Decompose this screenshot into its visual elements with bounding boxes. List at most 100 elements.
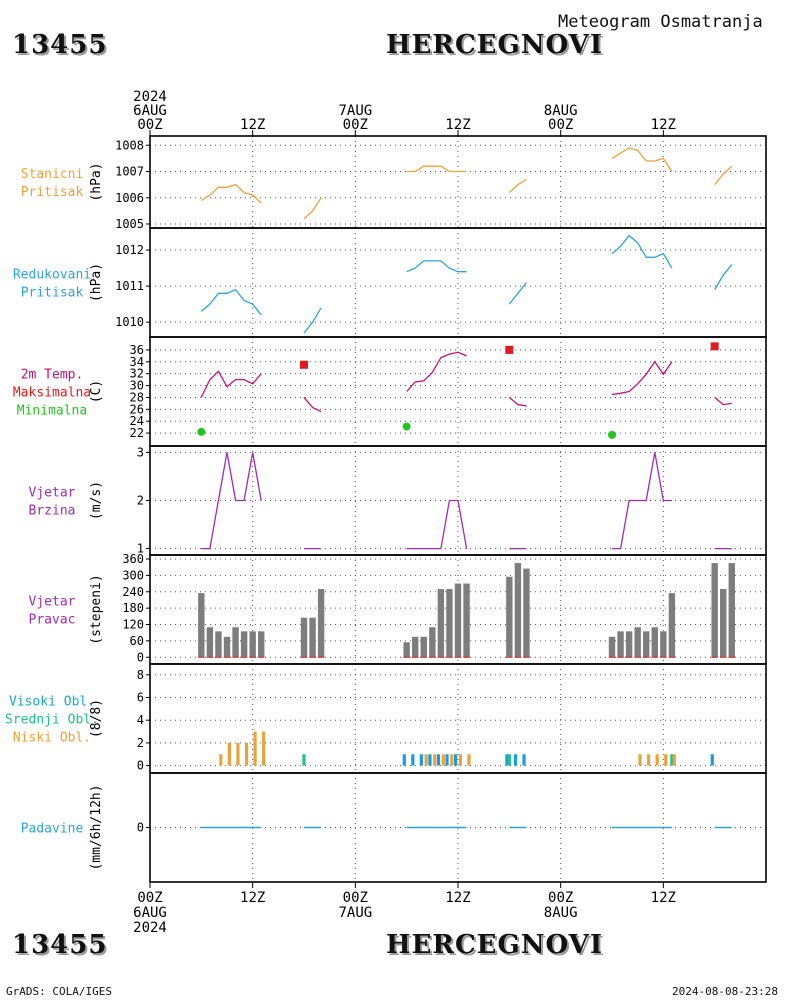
panel-5-bar bbox=[454, 583, 462, 658]
panel-5-bar bbox=[206, 627, 214, 658]
panel-7-ylabel: (mm/6h/12h) bbox=[89, 784, 104, 870]
panel-3-ytick-label: 26 bbox=[130, 402, 144, 416]
panel-6-cloud-bar bbox=[507, 754, 511, 766]
station-name-bottom: HERCEGNOVI bbox=[386, 930, 603, 960]
panel-5-bar bbox=[617, 631, 624, 658]
panel-5-bar bbox=[625, 631, 633, 658]
panel-5-bar bbox=[258, 631, 265, 658]
top-time-label: 7AUG bbox=[338, 103, 372, 119]
station-name-top: HERCEGNOVI bbox=[386, 30, 603, 60]
top-time-label: 12Z bbox=[651, 117, 676, 133]
panel-3-legend-label: Maksimalna bbox=[13, 386, 91, 401]
panel-4-ytick-label: 2 bbox=[137, 494, 144, 508]
panel-5-bar bbox=[300, 617, 308, 658]
panel-6-legend-label: Niski Obl. bbox=[13, 731, 91, 746]
panel-6-cloud-bar bbox=[505, 754, 509, 766]
panel-6-cloud-bar bbox=[428, 754, 432, 766]
panel-5-bar bbox=[463, 583, 470, 658]
panel-1-ytick-label: 1005 bbox=[115, 217, 144, 231]
panel-3-series-line bbox=[508, 396, 527, 407]
panel-3-series-line bbox=[406, 351, 467, 392]
panel-6-legend-label: Visoki Obl. bbox=[9, 695, 95, 710]
panel-6-cloud-bar bbox=[411, 754, 415, 766]
panel-6-cloud-bar bbox=[655, 754, 659, 766]
panel-6-cloud-bar bbox=[236, 742, 240, 766]
top-time-label: 8AUG bbox=[544, 103, 578, 119]
panel-6-cloud-bar bbox=[402, 754, 406, 766]
panel-3-marker-minimalna bbox=[402, 422, 411, 431]
panel-6-cloud-bar bbox=[433, 754, 437, 766]
panel-5-ytick-label: 0 bbox=[137, 650, 144, 664]
panel-6-cloud-bar bbox=[262, 731, 266, 766]
panel-2-legend-label: Pritisak bbox=[21, 286, 84, 301]
panel-6-cloud-bar bbox=[672, 754, 676, 766]
bottom-time-label: 6AUG bbox=[133, 905, 167, 921]
panel-6-cloud-bar bbox=[219, 754, 223, 766]
panel-6-cloud-bar bbox=[424, 754, 428, 766]
panel-7-ytick-label: 0 bbox=[137, 821, 144, 835]
panel-5-bar bbox=[720, 589, 727, 658]
panel-5-ytick-label: 240 bbox=[122, 585, 144, 599]
panel-5-ytick-label: 60 bbox=[130, 634, 144, 648]
panel-5-ytick-label: 180 bbox=[122, 601, 144, 615]
panel-6-cloud-bar bbox=[670, 754, 674, 766]
panel-5-bar bbox=[668, 593, 676, 658]
panel-2-series-line bbox=[200, 288, 262, 316]
panel-2-series-line bbox=[406, 260, 467, 273]
bottom-time-label: 00Z bbox=[343, 890, 368, 906]
panel-3-marker-minimalna bbox=[197, 427, 206, 436]
panel-2-series-line bbox=[714, 264, 733, 291]
panel-3-ytick-label: 24 bbox=[130, 414, 144, 428]
top-time-label: 00Z bbox=[548, 117, 573, 133]
panel-6-cloud-bar bbox=[467, 754, 471, 766]
panel-3-ytick-label: 32 bbox=[130, 367, 144, 381]
top-time-label: 00Z bbox=[137, 117, 162, 133]
panel-6-cloud-bar bbox=[244, 742, 249, 766]
panel-4-legend-label: Vjetar bbox=[29, 486, 76, 501]
panel-5-bar bbox=[412, 636, 419, 658]
panel-6-ytick-label: 8 bbox=[137, 668, 144, 682]
panel-1-ylabel: (hPa) bbox=[89, 162, 104, 201]
panel-4-series-line bbox=[612, 452, 672, 550]
panel-2-ytick-label: 1011 bbox=[115, 279, 144, 293]
panel-5-legend-label: Pravac bbox=[29, 613, 76, 628]
panel-2-legend-label: Redukovani bbox=[13, 268, 91, 283]
bottom-time-label: 12Z bbox=[445, 890, 470, 906]
panel-6-cloud-bar bbox=[664, 754, 668, 766]
panel-3-marker-maksimalna bbox=[300, 360, 308, 369]
panel-5-ylabel: (stepeni) bbox=[89, 574, 104, 644]
panel-5-ytick-label: 120 bbox=[122, 618, 144, 632]
panel-2-ylabel: (hPa) bbox=[89, 263, 104, 302]
panel-3-ytick-label: 22 bbox=[130, 426, 144, 440]
panel-6-cloud-bar bbox=[302, 754, 306, 766]
panel-2-series-line bbox=[303, 307, 322, 334]
panel-5-bar bbox=[728, 563, 735, 658]
station-id-top: 13455 bbox=[12, 30, 108, 60]
panel-1-series-line bbox=[611, 147, 673, 172]
render-timestamp: 2024-08-08-23:28 bbox=[672, 985, 778, 998]
panel-3-ytick-label: 34 bbox=[130, 355, 144, 369]
top-time-label: 12Z bbox=[445, 117, 470, 133]
panel-1-ytick-label: 1008 bbox=[115, 138, 144, 152]
panel-5-bar bbox=[651, 627, 658, 658]
panel-5-bar bbox=[437, 589, 445, 658]
bottom-time-label: 12Z bbox=[240, 890, 265, 906]
panel-3-frame bbox=[149, 336, 767, 447]
panel-3-marker-maksimalna bbox=[505, 345, 514, 354]
panel-5-bar bbox=[232, 627, 239, 658]
top-time-label: 2024 bbox=[133, 89, 167, 105]
panel-7-legend-label: Padavine bbox=[21, 822, 84, 837]
top-time-label: 12Z bbox=[240, 117, 265, 133]
panel-5-ytick-label: 360 bbox=[122, 552, 144, 566]
panel-1-series-line bbox=[303, 197, 322, 220]
panel-6-cloud-bar bbox=[513, 754, 518, 766]
panel-5-bar bbox=[514, 563, 522, 658]
panel-3-marker-maksimalna bbox=[710, 342, 719, 351]
panel-6-cloud-bar bbox=[454, 754, 458, 766]
panel-3-ytick-label: 28 bbox=[130, 390, 144, 404]
panel-1-ytick-label: 1007 bbox=[115, 165, 144, 179]
panel-5-bar bbox=[215, 631, 222, 658]
top-time-label: 6AUG bbox=[133, 103, 167, 119]
panel-6-ylabel: (8/8) bbox=[89, 699, 104, 738]
